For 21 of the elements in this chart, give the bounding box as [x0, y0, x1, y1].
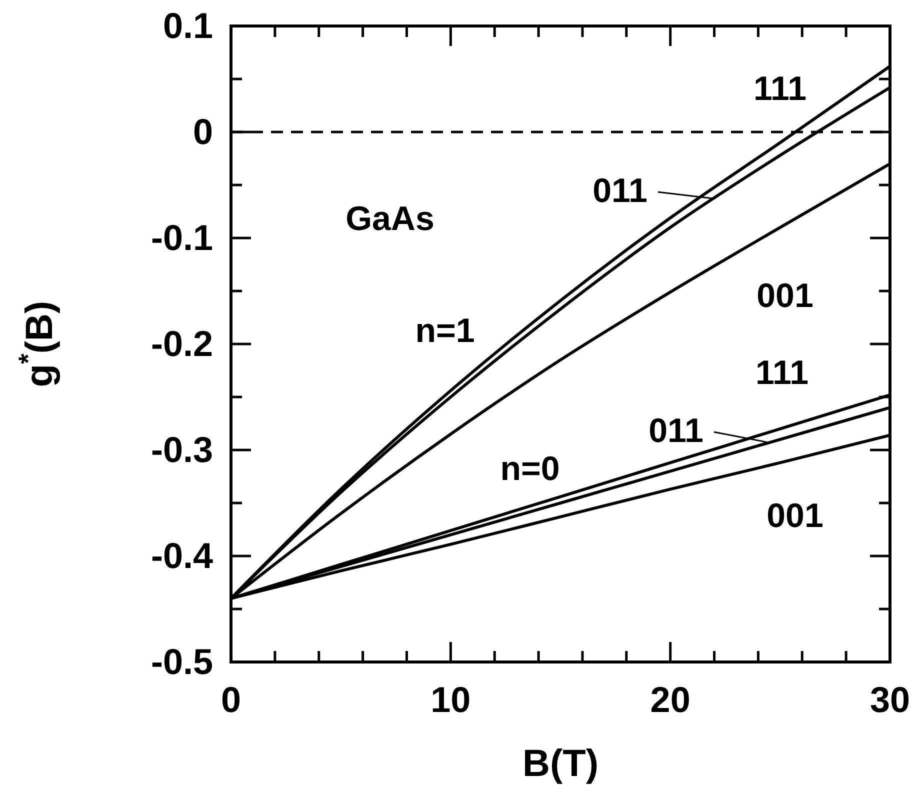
annotation: n=0 — [500, 450, 560, 488]
x-tick-label: 30 — [870, 679, 910, 720]
x-tick-label: 20 — [650, 679, 690, 720]
y-tick-label: -0.2 — [150, 323, 213, 364]
legend-label: 111 — [754, 70, 806, 108]
series-label: 111 — [756, 354, 808, 392]
x-tick-label: 10 — [430, 679, 471, 720]
annotation: GaAs — [346, 200, 434, 238]
legend-label: 001 — [766, 497, 824, 535]
y-tick-label: -0.3 — [150, 429, 213, 470]
y-tick-label: -0.1 — [150, 217, 213, 258]
legend-label: 001 — [756, 277, 814, 315]
x-axis-title: B(T) — [522, 743, 598, 785]
legend-label: 011 — [592, 172, 648, 210]
legend-label: 011 — [648, 412, 704, 450]
annotation: n=1 — [415, 312, 475, 350]
y-tick-label: -0.5 — [150, 641, 213, 682]
y-tick-label: 0 — [192, 111, 213, 152]
y-tick-label: 0.1 — [162, 5, 213, 46]
y-tick-label: -0.4 — [150, 535, 213, 576]
x-tick-label: 0 — [220, 679, 242, 720]
